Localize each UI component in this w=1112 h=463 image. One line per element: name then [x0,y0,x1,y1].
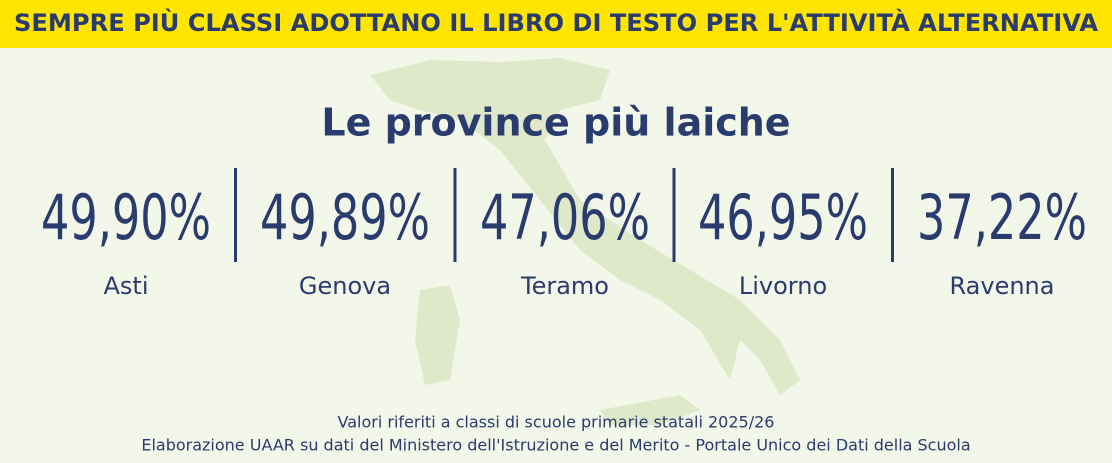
note: Elaborazione UAAR su dati del Ministero … [141,436,970,455]
header-title: SEMPRE PIÙ CLASSI ADOTTANO IL LIBRO DI T… [14,7,1098,37]
stat-name: Genova [299,272,391,300]
stats: 49,90% Asti 49,89% Genova 47,06% Teramo 46,95%… [41,168,1087,300]
stat-name: Livorno [739,272,827,300]
note: Valori riferiti a classi di scuole prima… [338,413,775,432]
stat-name: Teramo [520,272,609,300]
stat-name: Ravenna [950,272,1055,300]
stat-value: 49,89% [260,181,430,254]
stat-name: Asti [104,272,149,300]
header-band [0,0,1112,48]
stat-value: 47,06% [480,181,650,254]
italy-map [370,58,800,425]
stat-value: 49,90% [41,181,211,254]
subtitle: Le province più laiche [321,101,790,145]
stat-value: 37,22% [917,181,1087,254]
stat-value: 46,95% [698,181,868,254]
